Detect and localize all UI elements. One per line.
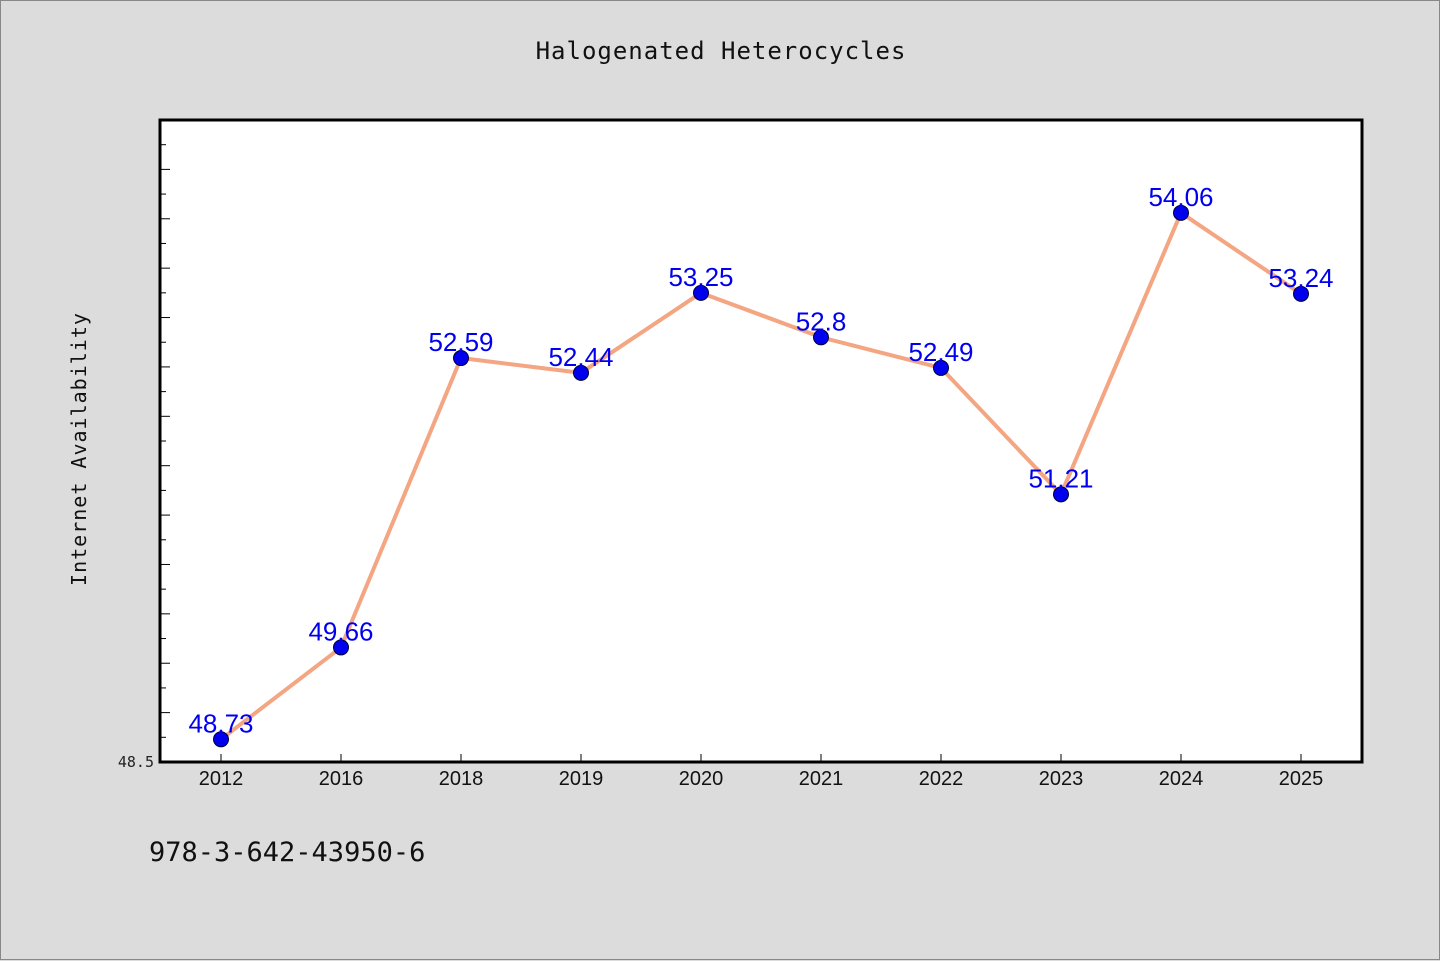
data-point bbox=[213, 731, 229, 748]
plot-area bbox=[160, 120, 1362, 762]
data-point bbox=[933, 359, 949, 376]
x-tick-label: 2020 bbox=[679, 768, 724, 790]
data-point bbox=[1173, 204, 1189, 221]
x-tick-label: 2019 bbox=[559, 768, 604, 790]
data-label: 48.73 bbox=[188, 708, 253, 738]
x-tick-label: 2023 bbox=[1039, 768, 1084, 790]
data-label: 54.06 bbox=[1148, 182, 1213, 212]
data-label: 52.8 bbox=[796, 306, 847, 336]
plot-frame bbox=[158, 118, 1364, 764]
x-tick-label: 2016 bbox=[319, 768, 364, 790]
x-tick-label: 2022 bbox=[919, 768, 964, 790]
data-point bbox=[1293, 285, 1309, 302]
data-label: 51.21 bbox=[1028, 463, 1093, 493]
series-line bbox=[219, 210, 1303, 742]
data-point bbox=[813, 329, 829, 346]
data-label: 53.24 bbox=[1268, 263, 1333, 293]
x-tick-label: 2024 bbox=[1159, 768, 1204, 790]
footer-code: 978-3-642-43950-6 bbox=[149, 837, 426, 868]
data-label: 53.25 bbox=[668, 262, 733, 292]
x-tick-label: 2012 bbox=[199, 768, 244, 790]
data-label: 52.49 bbox=[908, 337, 973, 367]
x-tick-label: 2021 bbox=[799, 768, 844, 790]
data-label: 52.44 bbox=[548, 342, 613, 372]
data-point bbox=[453, 350, 469, 367]
data-point bbox=[573, 364, 589, 381]
chart-title: Halogenated Heterocycles bbox=[535, 37, 907, 65]
data-label: 52.59 bbox=[428, 327, 493, 357]
data-point bbox=[693, 284, 709, 301]
data-point bbox=[1053, 486, 1069, 503]
x-tick-label: 2025 bbox=[1279, 768, 1324, 790]
data-point bbox=[333, 639, 349, 656]
y-tick-label: 48.5 bbox=[118, 753, 154, 771]
x-tick-label: 2018 bbox=[439, 768, 484, 790]
data-label: 49.66 bbox=[308, 616, 373, 646]
